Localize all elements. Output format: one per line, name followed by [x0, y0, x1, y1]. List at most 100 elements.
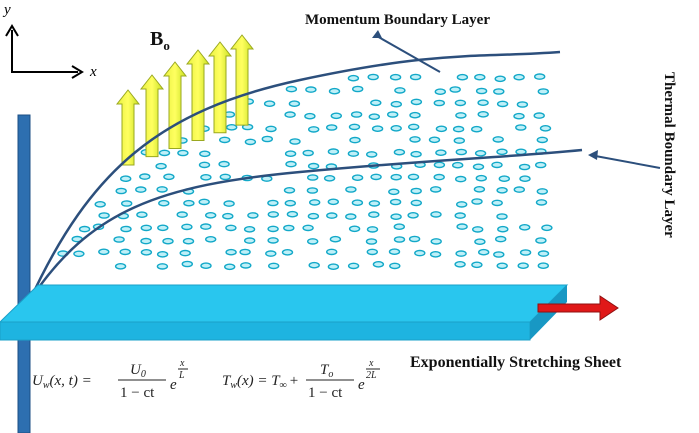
- particle: [410, 199, 422, 207]
- particle: [223, 263, 236, 271]
- particle: [491, 161, 503, 169]
- particle: [283, 186, 296, 194]
- particle: [472, 163, 485, 171]
- field-arrow: [229, 34, 255, 126]
- eq-exp-den: 2L: [366, 370, 377, 381]
- particle: [200, 173, 212, 181]
- particle: [329, 235, 342, 243]
- particle: [204, 211, 217, 219]
- thermal-label: Thermal Boundary Layer: [661, 72, 677, 238]
- eq-exp-num: x: [179, 358, 185, 369]
- particle: [345, 213, 357, 220]
- particle: [140, 224, 153, 232]
- particle: [239, 248, 251, 256]
- particle: [370, 173, 382, 181]
- particle: [474, 238, 486, 245]
- particle: [452, 161, 464, 169]
- particle: [366, 151, 378, 158]
- particle: [305, 86, 317, 93]
- particle: [281, 248, 294, 256]
- particle: [243, 237, 256, 244]
- particle: [519, 249, 532, 256]
- particle: [390, 125, 402, 132]
- particle: [534, 73, 546, 80]
- particle: [156, 263, 169, 270]
- particle: [497, 225, 509, 233]
- particle: [493, 88, 505, 95]
- momentum-pointer: [374, 34, 441, 73]
- particle: [155, 162, 167, 170]
- particle: [200, 262, 212, 270]
- eq-num: U0: [130, 362, 146, 380]
- particle: [267, 199, 279, 207]
- particle: [199, 150, 211, 158]
- particle: [183, 199, 195, 207]
- particle: [535, 199, 548, 206]
- eq-num: To: [320, 362, 333, 380]
- particle: [330, 112, 342, 120]
- particle: [244, 138, 257, 146]
- particle: [120, 225, 132, 233]
- particle: [268, 262, 280, 270]
- particle: [452, 125, 465, 133]
- x-label: x: [89, 64, 97, 80]
- particle: [136, 211, 148, 218]
- eq-den: 1 − ct: [308, 385, 343, 401]
- particle: [198, 198, 210, 206]
- particle: [326, 212, 338, 219]
- particle: [179, 249, 191, 257]
- particle: [389, 262, 401, 270]
- particle: [394, 87, 406, 94]
- particle: [533, 112, 545, 119]
- momentum-curve: [28, 50, 561, 301]
- momentum-label: Momentum Boundary Layer: [305, 12, 490, 28]
- particle: [200, 223, 212, 230]
- particle: [454, 99, 467, 107]
- particle: [410, 98, 423, 106]
- particle: [537, 262, 549, 270]
- particle: [387, 111, 399, 118]
- particle: [472, 226, 484, 233]
- eq-base: e: [358, 377, 365, 393]
- y-arrow: [5, 24, 19, 37]
- particle: [283, 224, 295, 232]
- particle: [513, 186, 525, 193]
- particle: [474, 149, 487, 157]
- particle: [243, 225, 256, 233]
- particle: [140, 248, 153, 256]
- particle: [222, 212, 234, 220]
- particle: [365, 238, 378, 245]
- field-arrows: [115, 34, 255, 166]
- eq-lhs: Tw(x) = T∞ +: [222, 373, 298, 391]
- particle: [453, 137, 465, 144]
- particle: [513, 73, 525, 81]
- particle: [247, 212, 259, 219]
- particle: [306, 187, 319, 194]
- particle: [368, 113, 380, 120]
- particle: [349, 136, 361, 144]
- particle: [366, 226, 379, 233]
- particle: [456, 201, 468, 208]
- particle: [537, 250, 550, 257]
- axis-lines: [11, 30, 78, 73]
- thermal-pointer: [589, 154, 661, 169]
- particle: [455, 250, 467, 257]
- particle: [477, 111, 489, 118]
- particle: [351, 174, 364, 181]
- particle: [435, 125, 448, 133]
- particle: [261, 135, 273, 143]
- particle: [473, 185, 486, 193]
- x-arrow: [71, 65, 84, 79]
- particle: [519, 223, 531, 231]
- particle: [114, 262, 127, 270]
- particle: [494, 75, 506, 83]
- particle: [390, 173, 402, 181]
- eq-exp-num: x: [368, 358, 374, 369]
- particle: [496, 100, 509, 108]
- particle: [139, 173, 151, 180]
- particle: [218, 136, 231, 144]
- particle: [513, 112, 525, 120]
- particle: [225, 224, 237, 232]
- particle: [389, 198, 402, 206]
- equation-1: Uw(x, t) = U0 1 − ct e x L: [32, 358, 188, 401]
